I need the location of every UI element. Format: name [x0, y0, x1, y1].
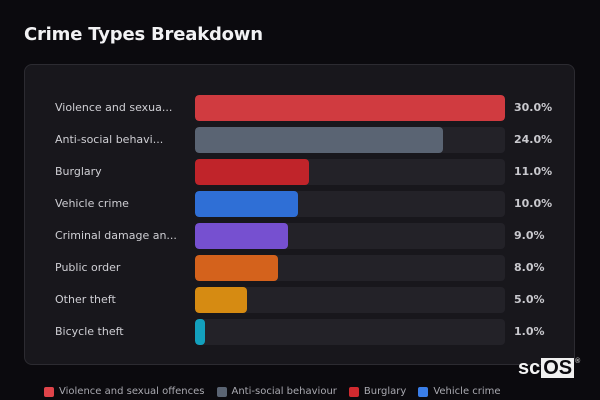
chart-legend: Violence and sexual offences Anti-social … — [44, 386, 501, 397]
legend-item[interactable]: Burglary — [348, 386, 407, 397]
bar-label: Bicycle theft — [55, 325, 124, 338]
bar-track — [195, 319, 505, 345]
legend-label: Burglary — [363, 386, 407, 397]
bar-track — [195, 287, 505, 313]
bar-row: Vehicle crime 10.0% — [25, 191, 574, 217]
bar-track — [195, 159, 505, 185]
bar-label: Violence and sexua... — [55, 101, 173, 114]
bar-track — [195, 191, 505, 217]
bar-fill[interactable] — [195, 191, 299, 217]
bar-track — [195, 255, 505, 281]
bar-value: 24.0% — [514, 133, 553, 146]
bar-track — [195, 95, 505, 121]
legend-label: Vehicle crime — [433, 386, 501, 397]
bar-track — [195, 127, 505, 153]
bar-label: Burglary — [55, 165, 102, 178]
bar-value: 5.0% — [514, 293, 545, 306]
bar-row: Bicycle theft 1.0% — [25, 319, 574, 345]
brand-os: OS — [541, 357, 575, 379]
bar-label: Public order — [55, 261, 121, 274]
registered-icon: ® — [575, 358, 581, 365]
bar-track — [195, 223, 505, 249]
bar-row: Public order 8.0% — [25, 255, 574, 281]
bar-value: 10.0% — [514, 197, 553, 210]
bar-fill[interactable] — [195, 159, 309, 185]
legend-swatch-icon — [216, 386, 227, 397]
bar-row: Criminal damage an... 9.0% — [25, 223, 574, 249]
bar-fill[interactable] — [195, 95, 505, 121]
legend-swatch-icon — [418, 386, 429, 397]
bar-label: Criminal damage an... — [55, 229, 177, 242]
legend-swatch-icon — [348, 386, 359, 397]
bar-label: Other theft — [55, 293, 116, 306]
bar-row: Violence and sexua... 30.0% — [25, 95, 574, 121]
bar-value: 8.0% — [514, 261, 545, 274]
bar-fill[interactable] — [195, 319, 206, 345]
legend-item[interactable]: Vehicle crime — [418, 386, 501, 397]
bar-row: Anti-social behavi... 24.0% — [25, 127, 574, 153]
legend-item[interactable]: Anti-social behaviour — [216, 386, 337, 397]
bar-label: Vehicle crime — [55, 197, 129, 210]
legend-swatch-icon — [44, 386, 54, 397]
brand-logo: sc OS ® — [518, 356, 581, 379]
bar-label: Anti-social behavi... — [55, 133, 164, 146]
bar-value: 9.0% — [514, 229, 545, 242]
bar-value: 1.0% — [514, 325, 545, 338]
legend-item[interactable]: Violence and sexual offences — [44, 386, 205, 397]
bar-fill[interactable] — [195, 287, 247, 313]
bar-value: 11.0% — [514, 165, 553, 178]
legend-label: Violence and sexual offences — [59, 386, 205, 397]
chart-card: Violence and sexua... 30.0% Anti-social be… — [24, 64, 575, 365]
brand-prefix: sc — [518, 356, 541, 379]
bar-row: Burglary 11.0% — [25, 159, 574, 185]
bar-row: Other theft 5.0% — [25, 287, 574, 313]
bar-value: 30.0% — [514, 101, 553, 114]
legend-label: Anti-social behaviour — [231, 386, 337, 397]
bar-fill[interactable] — [195, 127, 443, 153]
bar-fill[interactable] — [195, 255, 278, 281]
chart-title: Crime Types Breakdown — [24, 24, 263, 45]
bar-fill[interactable] — [195, 223, 288, 249]
